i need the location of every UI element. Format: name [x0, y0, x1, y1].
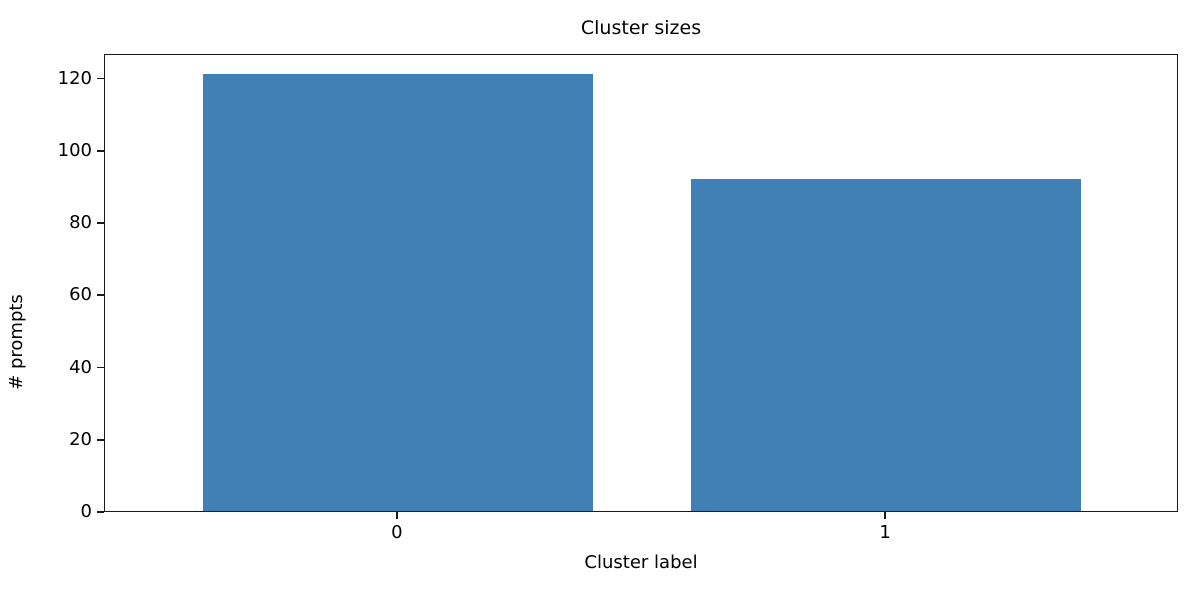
plot-area — [105, 55, 1177, 511]
y-tick-mark — [97, 149, 104, 152]
y-tick-label: 20 — [69, 428, 92, 450]
y-tick-mark — [97, 222, 104, 224]
y-axis: # prompts 0 20 40 60 80 100 120 — [0, 54, 104, 522]
x-tick-mark — [395, 512, 398, 519]
y-tick-mark — [97, 511, 104, 513]
y-tick-label: 60 — [69, 284, 92, 306]
y-tick-label: 120 — [57, 67, 92, 89]
x-axis-label: Cluster label — [584, 552, 698, 573]
y-tick-label: 80 — [69, 212, 92, 234]
chart-title: Cluster sizes — [580, 17, 702, 39]
y-tick-mark — [97, 366, 104, 369]
y-tick-label: 100 — [57, 139, 92, 161]
y-tick-mark — [97, 77, 104, 80]
plot-axes-frame — [104, 54, 1178, 512]
x-tick-label: 1 — [879, 522, 891, 543]
bar — [690, 178, 1082, 511]
x-tick-mark — [884, 512, 886, 519]
x-tick-label: 0 — [391, 522, 403, 543]
y-tick-mark — [97, 294, 104, 297]
y-tick-label: 40 — [69, 356, 92, 378]
y-tick-mark — [97, 438, 104, 441]
y-tick-label: 0 — [80, 501, 92, 522]
bar — [202, 73, 594, 511]
y-axis-label: # prompts — [6, 294, 27, 390]
